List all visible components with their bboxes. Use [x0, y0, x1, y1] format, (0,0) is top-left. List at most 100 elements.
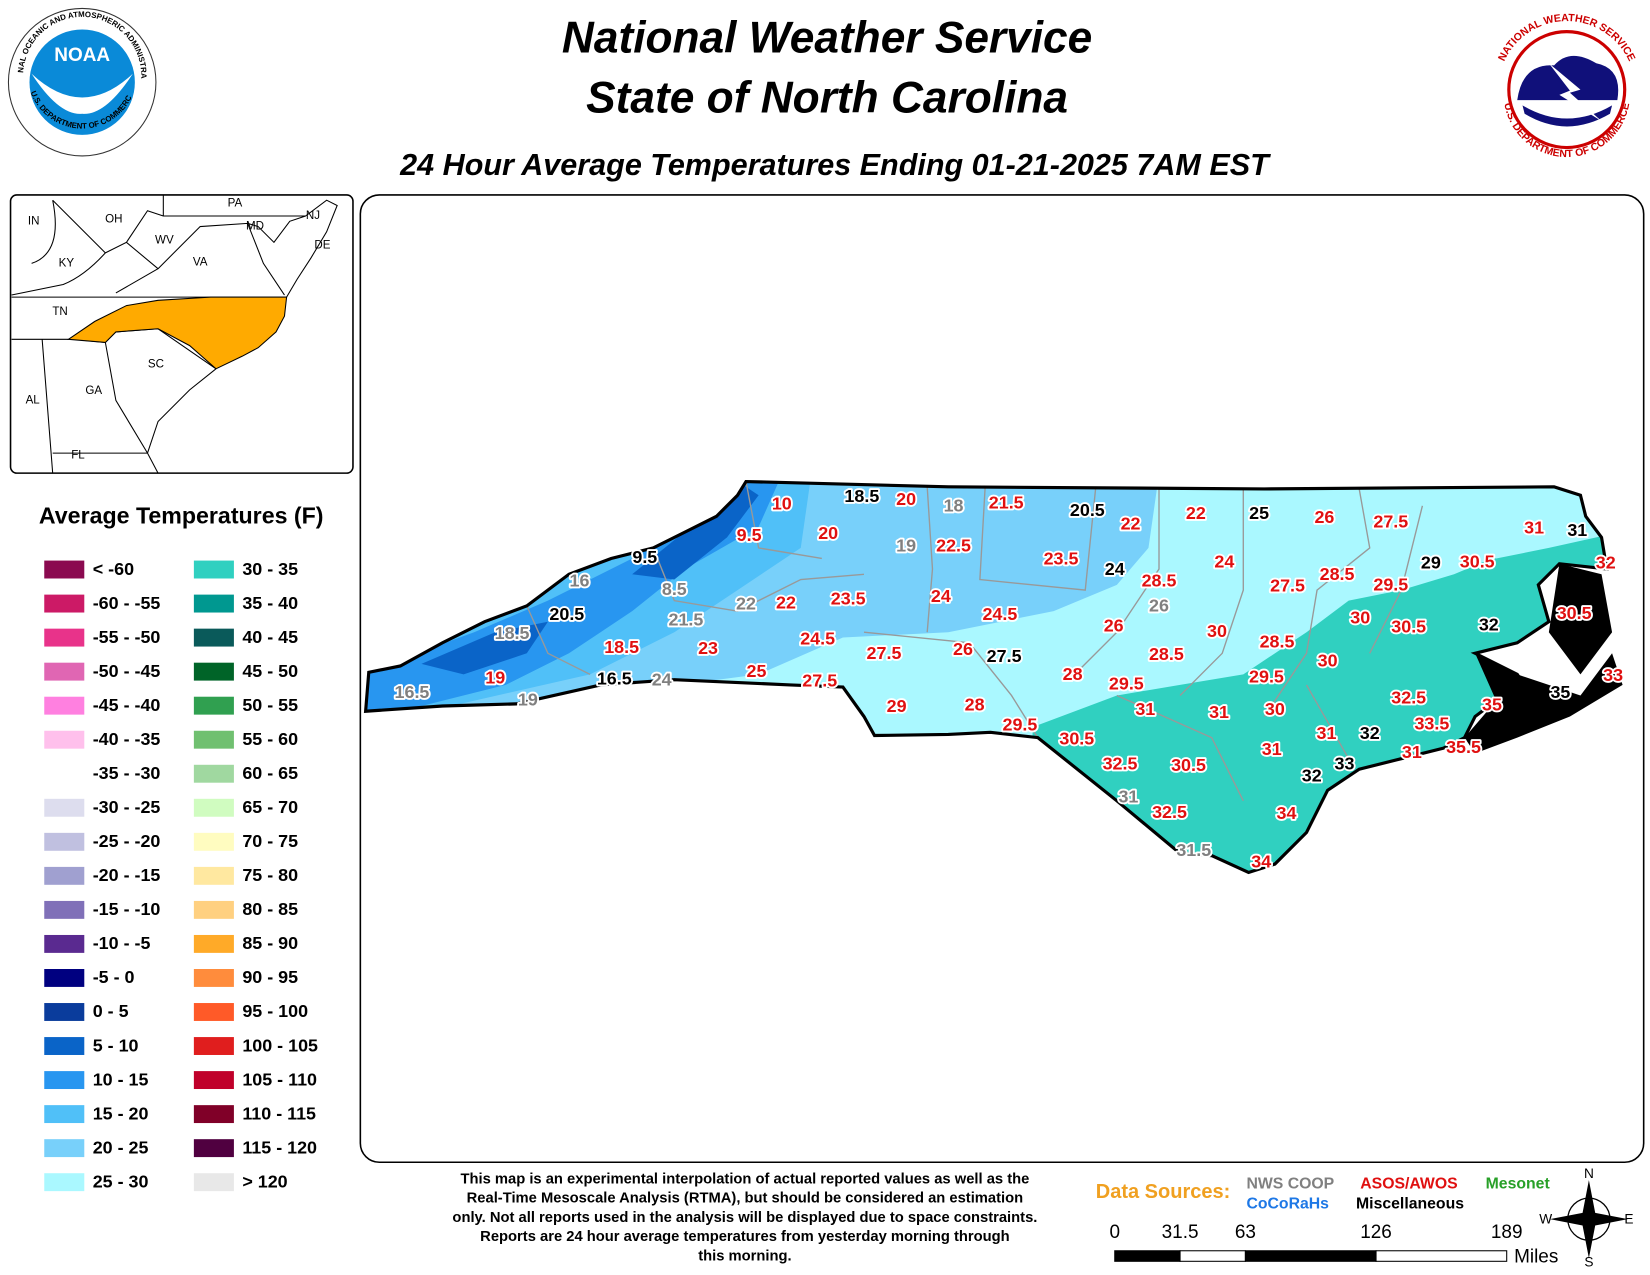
- station-value: 18.5: [604, 637, 639, 657]
- legend-swatch: [193, 1173, 234, 1192]
- station-value: 31.5: [1176, 840, 1211, 860]
- legend-swatch: [193, 696, 234, 715]
- legend-swatch: [44, 934, 85, 953]
- station-value: 29: [1421, 552, 1441, 572]
- compass-e: E: [1624, 1211, 1633, 1226]
- logo-disc: [29, 29, 135, 135]
- station-value: 31: [1118, 786, 1138, 806]
- station-value: 19: [518, 689, 538, 709]
- station-value: 19: [485, 667, 505, 687]
- station-value: 33: [1334, 754, 1354, 774]
- station-value: 22.5: [936, 536, 971, 556]
- legend-label: 110 - 115: [242, 1103, 316, 1123]
- sources-title: Data Sources:: [1096, 1181, 1230, 1203]
- noaa-logo: NOAA NATIONAL OCEANIC AND ATMOSPHERIC AD…: [0, 0, 157, 157]
- legend-label: 30 - 35: [242, 559, 298, 579]
- station-value: 32.5: [1391, 687, 1426, 707]
- station-value: 20: [818, 523, 838, 543]
- logo-bird: [31, 73, 133, 114]
- station-value: 30.5: [1171, 755, 1206, 775]
- legend-swatch: [44, 1071, 85, 1090]
- station-value: 24: [652, 669, 672, 689]
- source-name: NWS COOP: [1246, 1176, 1334, 1193]
- station-value: 26: [1104, 616, 1124, 636]
- inset-map: [9, 194, 354, 474]
- legend-swatch: [193, 1071, 234, 1090]
- station-value: 33.5: [1414, 714, 1449, 734]
- station-value: 20.5: [549, 604, 584, 624]
- legend-swatch: [44, 1139, 85, 1158]
- station-value: 31: [1209, 702, 1229, 722]
- station-value: 28.5: [1260, 632, 1295, 652]
- legend-swatch: [193, 1105, 234, 1124]
- station-value: 26: [953, 639, 973, 659]
- station-value: 16: [570, 570, 590, 590]
- station-value: 10: [772, 493, 792, 513]
- legend-label: -25 - -20: [93, 831, 161, 851]
- source-name: CoCoRaHs: [1246, 1196, 1329, 1213]
- legend-label: 50 - 55: [242, 695, 298, 715]
- inset-state-label: SC: [148, 359, 164, 371]
- legend-label: 100 - 105: [242, 1035, 318, 1055]
- inset-state-label: TN: [52, 306, 67, 318]
- inset-state-label: MD: [246, 221, 264, 233]
- legend-label: 20 - 25: [93, 1137, 149, 1157]
- legend-swatch: [44, 764, 85, 783]
- station-value: 29: [887, 696, 907, 716]
- station-value: 22: [776, 593, 796, 613]
- station-value: 31: [1524, 518, 1544, 538]
- legend-swatch: [44, 1173, 85, 1192]
- station-value: 30.5: [1391, 617, 1426, 637]
- inset-state-label: KY: [59, 258, 75, 270]
- compass-s: S: [1584, 1255, 1593, 1270]
- station-value: 25: [747, 661, 767, 681]
- station-value: 20: [896, 489, 916, 509]
- inset-state-label: GA: [85, 385, 102, 397]
- station-value: 24.5: [800, 628, 835, 648]
- legend-label: 25 - 30: [93, 1171, 149, 1191]
- legend-swatch: [44, 1003, 85, 1021]
- source-name: ASOS/AWOS: [1360, 1176, 1457, 1193]
- legend-label: 105 - 110: [242, 1069, 317, 1089]
- station-value: 23.5: [1044, 548, 1079, 568]
- station-value: 28.5: [1142, 570, 1177, 590]
- inset-state-label: IN: [28, 215, 40, 227]
- inset-state-label: FL: [71, 449, 85, 461]
- legend-label: 75 - 80: [242, 865, 298, 885]
- station-layer: 10 18.5 20 18 21.5 20.5 22 22 25 26 27.5 31 31 32 9.5 2…: [393, 484, 1625, 873]
- scale-segment: [1244, 1250, 1377, 1262]
- source-name: Miscellaneous: [1356, 1196, 1464, 1213]
- station-value: 18.5: [495, 623, 530, 643]
- station-value: 35: [1482, 695, 1502, 715]
- station-value: 18: [944, 496, 964, 516]
- station-value: 28.5: [1320, 564, 1355, 584]
- station-value: 30: [1318, 650, 1338, 670]
- station-value: 24: [931, 586, 951, 606]
- station-value: 34: [1277, 803, 1297, 823]
- station-value: 29.5: [1109, 674, 1144, 694]
- scale-label: 126: [1360, 1222, 1392, 1243]
- station-value: 28: [1063, 664, 1083, 684]
- legend-swatch: [44, 969, 85, 987]
- legend-label: 35 - 40: [242, 593, 298, 613]
- legend-swatch: [193, 594, 234, 613]
- legend-label: 70 - 75: [242, 831, 298, 851]
- legend-label: -55 - -50: [93, 627, 161, 647]
- station-value: 35.5: [1446, 737, 1481, 757]
- sounds-shoreline: [1464, 563, 1623, 754]
- legend-swatch: [44, 560, 85, 579]
- source-name: Mesonet: [1486, 1176, 1551, 1193]
- legend-swatch: [193, 730, 234, 749]
- station-value: 30.5: [1059, 728, 1094, 748]
- station-value: 31: [1567, 520, 1587, 540]
- station-value: 21.5: [668, 609, 703, 629]
- legend-label: -35 - -30: [93, 763, 161, 783]
- station-value: 23: [698, 638, 718, 658]
- nws-logo: NATIONAL WEATHER SERVICE U.S. DEPARTMENT…: [1490, 12, 1643, 166]
- station-value: 16.5: [395, 682, 430, 702]
- county-lines: [526, 481, 1424, 802]
- station-value: 27.5: [867, 643, 902, 663]
- disclaimer-line: this morning.: [698, 1248, 791, 1264]
- legend-swatch: [44, 730, 85, 749]
